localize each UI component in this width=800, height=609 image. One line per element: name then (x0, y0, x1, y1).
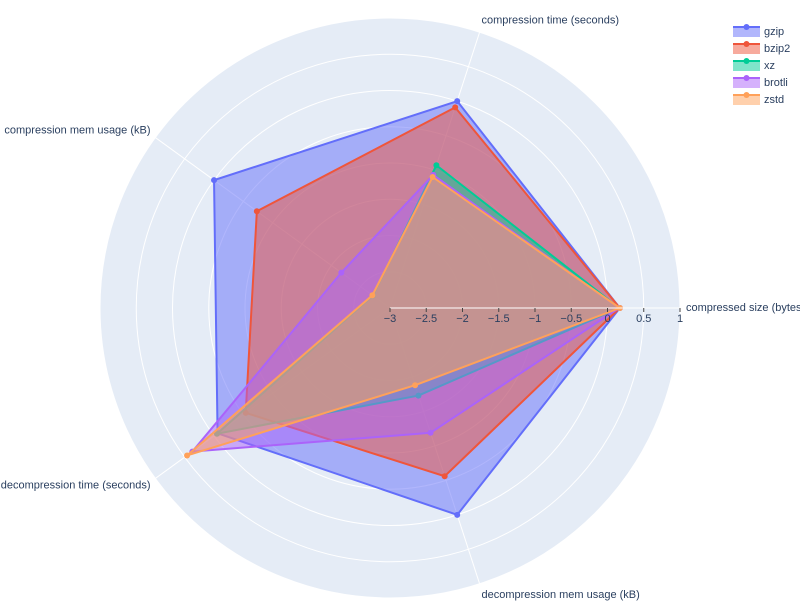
legend-item[interactable]: xz (733, 58, 775, 72)
legend-marker (743, 41, 750, 47)
legend-marker (743, 75, 750, 81)
data-point (338, 269, 345, 276)
series-area (186, 175, 622, 457)
legend-marker (743, 24, 750, 30)
legend-swatch (733, 78, 760, 88)
data-point (433, 162, 440, 169)
angular-label: compression time (seconds) (481, 15, 619, 27)
data-point (184, 452, 191, 459)
angular-label: decompression time (seconds) (1, 479, 151, 491)
legend: gzip bzip2 xz brotli zstd (733, 24, 790, 106)
radial-tick-label: −3 (384, 313, 397, 325)
radial-tick-label: −2 (456, 313, 469, 325)
legend-label: bzip2 (764, 43, 790, 55)
legend-swatch (733, 61, 760, 71)
radial-tick-label: 0 (604, 313, 610, 325)
radial-tick-label: −0.5 (560, 313, 582, 325)
legend-label: gzip (764, 26, 784, 38)
radial-tick-label: −1.5 (488, 313, 510, 325)
data-point (211, 177, 218, 184)
plot-area: −3 −2.5 −2 −1.5 −1 −0.5 0 0.5 1 (184, 98, 683, 518)
data-point (454, 511, 461, 518)
data-point (429, 173, 436, 180)
angular-label: decompression mem usage (kB) (481, 589, 639, 601)
angular-label: compressed size (bytes) (686, 302, 800, 314)
legend-marker (743, 92, 750, 98)
data-point (253, 208, 260, 215)
legend-item[interactable]: gzip (733, 24, 784, 38)
data-point (412, 382, 419, 389)
data-point (454, 98, 461, 105)
legend-label: xz (764, 60, 775, 72)
data-point (452, 104, 459, 111)
legend-label: zstd (764, 94, 784, 106)
radial-tick-label: 1 (677, 313, 683, 325)
legend-swatch (733, 27, 760, 37)
data-point (369, 292, 376, 299)
data-point (441, 473, 448, 480)
legend-item[interactable]: brotli (733, 75, 788, 89)
radial-tick-label: −2.5 (415, 313, 437, 325)
legend-swatch (733, 95, 760, 105)
legend-item[interactable]: bzip2 (733, 41, 790, 55)
data-point (427, 429, 434, 436)
legend-swatch (733, 44, 760, 54)
radial-tick-label: 0.5 (636, 313, 651, 325)
legend-marker (743, 58, 750, 64)
legend-label: brotli (764, 77, 788, 89)
angular-label: compression mem usage (kB) (4, 124, 150, 136)
legend-item[interactable]: zstd (733, 92, 784, 106)
radial-tick-label: −1 (529, 313, 542, 325)
